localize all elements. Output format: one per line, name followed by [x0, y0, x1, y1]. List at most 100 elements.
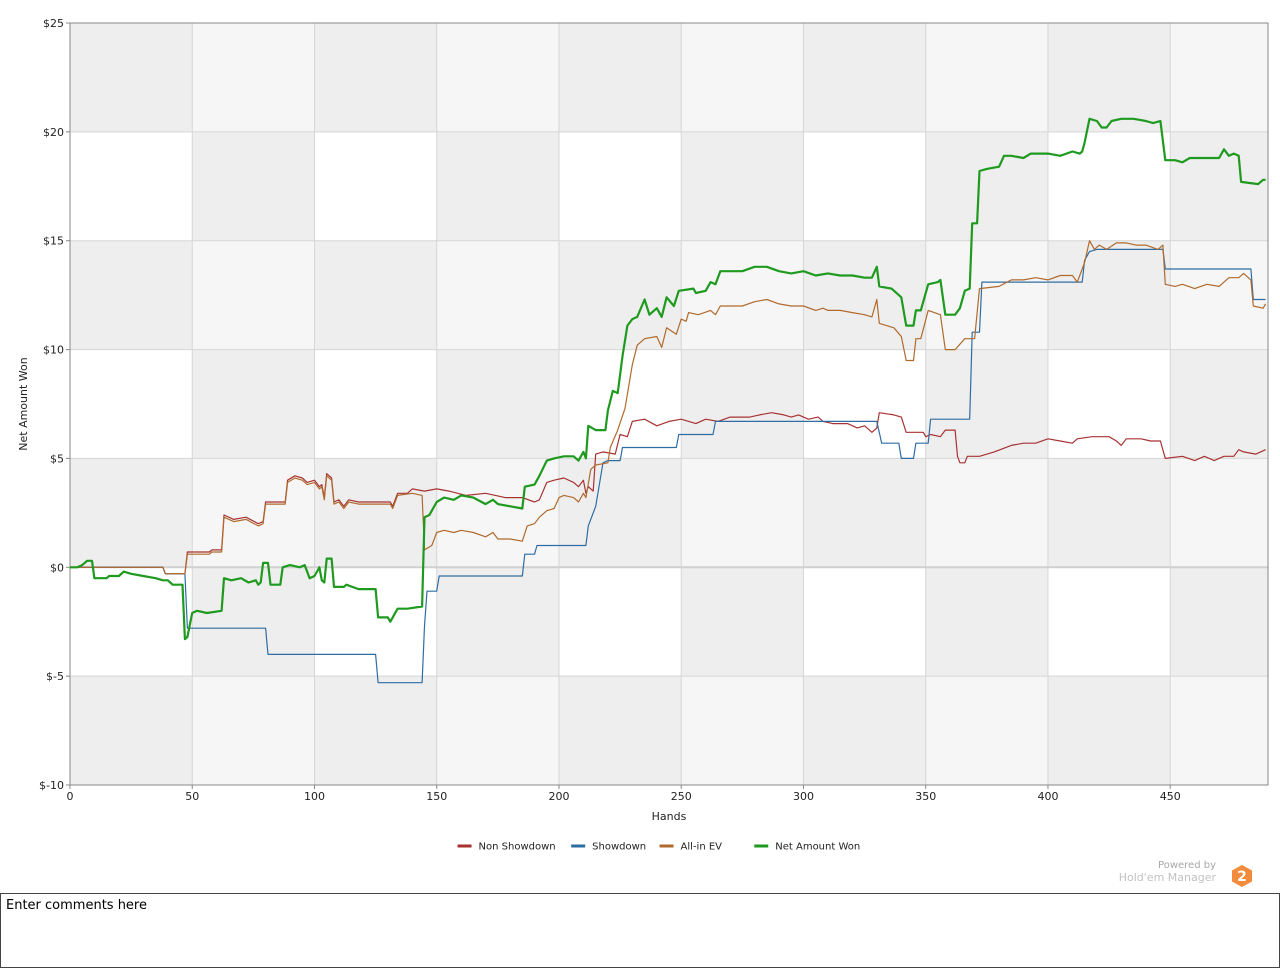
plot-band: [1170, 458, 1268, 568]
plot-band: [925, 676, 1048, 785]
x-axis: 0 50 100 150 200 250 300 350 400 450: [67, 785, 1181, 803]
legend: Non Showdown Showdown All-in EV Net Amount …: [457, 842, 860, 853]
plot-band: [1047, 567, 1171, 677]
series: [70, 117, 1267, 684]
plot-band: [70, 676, 193, 785]
y-tick-label: $10: [43, 344, 64, 357]
x-tick-label: 100: [304, 790, 325, 803]
plot-band: [436, 23, 559, 132]
legend-item-net-amount-won[interactable]: Net Amount Won: [754, 842, 860, 853]
plot-band: [192, 131, 315, 241]
plot-band: [558, 23, 682, 132]
series-line-showdown: [70, 248, 1266, 684]
legend-label: Showdown: [592, 842, 646, 853]
y-tick-label: $0: [50, 561, 64, 574]
plot-band: [436, 676, 559, 785]
plot-band: [803, 131, 926, 241]
plot-band: [681, 131, 804, 241]
plot-band: [681, 349, 804, 459]
plot-band: [925, 567, 1048, 677]
plot-band: [1170, 676, 1268, 785]
plot-band: [925, 458, 1048, 568]
plot-band: [314, 676, 437, 785]
plot-band: [681, 567, 804, 677]
legend-label: All-in EV: [681, 842, 723, 853]
plot-band: [192, 676, 315, 785]
legend-item-all-in-ev[interactable]: All-in EV: [659, 842, 723, 853]
brand-name: Hold'em Manager: [1118, 871, 1216, 884]
plot-band: [1047, 131, 1171, 241]
plot-band: [558, 240, 682, 350]
plot-band: [436, 567, 559, 677]
legend-label: Net Amount Won: [775, 842, 860, 853]
plot-band: [1047, 676, 1171, 785]
powered-by-text: Powered by: [1158, 860, 1216, 871]
plot-background: [70, 23, 1268, 785]
y-tick-label: $20: [43, 126, 64, 139]
plot-band: [803, 567, 926, 677]
legend-item-showdown[interactable]: Showdown: [571, 842, 646, 853]
brand-logo: Powered by Hold'em Manager 2: [1119, 860, 1254, 890]
plot-band: [925, 131, 1048, 241]
plot-band: [681, 23, 804, 132]
x-tick-label: 450: [1160, 790, 1181, 803]
plot-band: [314, 240, 437, 350]
plot-band: [558, 567, 682, 677]
chart: 0 50 100 150 200 250 300 350 400 450 $-10$-5$0$5$…: [17, 17, 1269, 853]
plot-band: [70, 131, 193, 241]
plot-band: [192, 23, 315, 132]
legend-item-non-showdown[interactable]: Non Showdown: [457, 842, 556, 853]
x-tick-label: 150: [426, 790, 447, 803]
x-tick-label: 200: [548, 790, 569, 803]
y-axis-title: Net Amount Won: [17, 357, 30, 450]
plot-band: [192, 349, 315, 459]
series-line-all-in-ev: [70, 240, 1267, 575]
plot-band: [314, 458, 437, 568]
plot-band: [436, 240, 559, 350]
plot-band: [70, 458, 193, 568]
plot-band: [70, 349, 193, 459]
series-line-non-showdown: [70, 412, 1266, 575]
plot-band: [1170, 23, 1268, 132]
y-axis: $-10 $-5 $0 $5 $10 $15 $20 $25: [39, 17, 70, 792]
y-tick-label: $5: [50, 452, 64, 465]
x-tick-label: 0: [67, 790, 74, 803]
plot-band: [436, 349, 559, 459]
x-tick-label: 350: [915, 790, 936, 803]
plot-band: [314, 131, 437, 241]
plot-band: [803, 240, 926, 350]
x-axis-title: Hands: [652, 810, 687, 823]
plot-band: [925, 349, 1048, 459]
plot-band: [558, 676, 682, 785]
plot-band: [681, 458, 804, 568]
plot-band: [681, 676, 804, 785]
plot-band: [1170, 131, 1268, 241]
badge-text: 2: [1237, 869, 1247, 885]
series-line-net-amount-won: [70, 117, 1266, 641]
plot-band: [192, 567, 315, 677]
plot-band: [558, 349, 682, 459]
comments-placeholder: Enter comments here: [6, 898, 147, 913]
plot-band: [70, 23, 193, 132]
plot-band: [925, 23, 1048, 132]
y-tick-label: $-5: [46, 670, 64, 683]
x-tick-label: 400: [1037, 790, 1058, 803]
plot-band: [314, 23, 437, 132]
x-tick-label: 300: [793, 790, 814, 803]
plot-frame: [69, 22, 1269, 786]
y-tick-label: $-10: [39, 779, 64, 792]
plot-band: [925, 240, 1048, 350]
comments-box[interactable]: Enter comments here: [0, 893, 1280, 968]
plot-band: [1047, 240, 1171, 350]
plot-band: [803, 676, 926, 785]
plot-band: [803, 349, 926, 459]
plot-band: [1047, 458, 1171, 568]
plot-band: [681, 240, 804, 350]
plot-band: [192, 240, 315, 350]
plot-band: [436, 131, 559, 241]
x-tick-label: 250: [671, 790, 692, 803]
plot-band: [558, 458, 682, 568]
plot-band: [803, 458, 926, 568]
plot-band: [1170, 349, 1268, 459]
plot-band: [558, 131, 682, 241]
